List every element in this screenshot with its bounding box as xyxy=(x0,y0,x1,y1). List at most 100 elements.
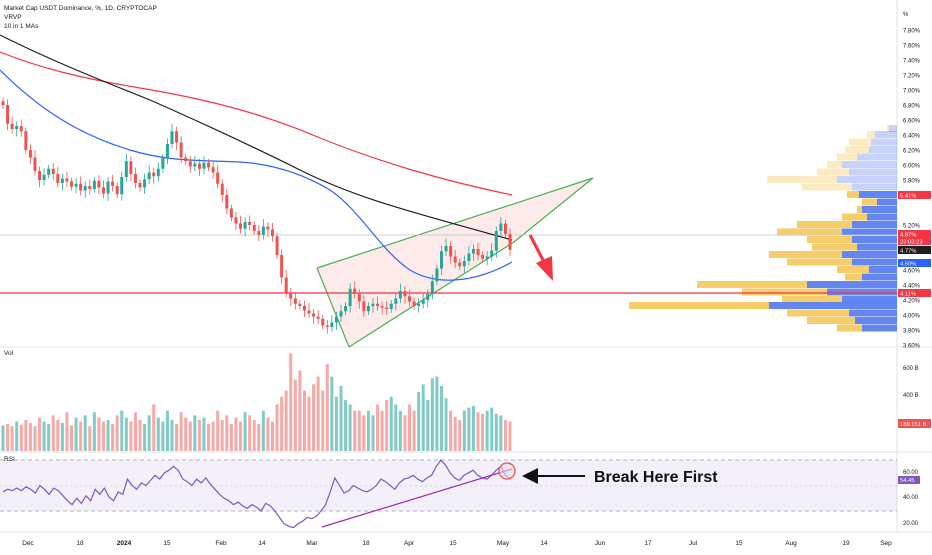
sma100-line xyxy=(0,34,513,241)
volume-bar xyxy=(334,396,338,451)
time-axis: Dec 18 2024 15 Feb 14 Mar 18 Apr 15 May 14 Jun 17 Jul 1… xyxy=(22,540,892,547)
volume-bar xyxy=(444,398,448,451)
candlestick-series xyxy=(1,97,512,334)
price-tick-label: 6.20% xyxy=(903,149,921,155)
candle-body xyxy=(38,171,42,180)
time-tick-label: 15 xyxy=(449,540,457,547)
candle-body xyxy=(490,250,494,257)
volume-profile-up-bar xyxy=(812,243,857,251)
volume-bar xyxy=(293,379,297,451)
volume-bar xyxy=(344,399,348,451)
volume-bar xyxy=(211,421,215,451)
candle-body xyxy=(348,288,352,306)
volume-bar xyxy=(239,421,243,451)
price-tick-label: 4.40% xyxy=(903,284,921,290)
volume-profile-down-bar xyxy=(842,161,897,168)
volume-profile-down-bar xyxy=(859,191,897,198)
wedge-left-line xyxy=(316,267,350,348)
volume-bar xyxy=(19,424,23,451)
volume-profile-down-bar xyxy=(857,153,897,161)
candle-body xyxy=(225,195,229,209)
volume-profile-down-bar xyxy=(852,258,897,266)
candle-body xyxy=(485,256,489,259)
candle-body xyxy=(234,217,238,224)
candle-body xyxy=(389,303,393,309)
volume-bar xyxy=(220,420,224,451)
volume-bar xyxy=(124,417,128,451)
volume-bar xyxy=(197,420,201,451)
candle-body xyxy=(270,229,274,237)
price-label-bg xyxy=(898,259,931,267)
volume-bar xyxy=(435,376,439,451)
price-tick-label: 5.20% xyxy=(903,224,921,230)
volume-bar xyxy=(321,390,325,451)
volume-bar xyxy=(270,421,274,451)
price-tick-label: % xyxy=(903,12,909,18)
candle-body xyxy=(42,174,46,180)
candle-body xyxy=(133,174,137,183)
candle-body xyxy=(334,316,338,323)
volume-profile-down-bar xyxy=(842,296,897,303)
volume-bar xyxy=(188,421,192,451)
volume-profile-down-bar xyxy=(837,176,897,183)
volume-bar xyxy=(248,415,252,451)
volume-bar xyxy=(453,416,457,451)
volume-profile-down-bar xyxy=(827,288,897,296)
volume-bar xyxy=(508,421,512,451)
candle-body xyxy=(88,186,92,189)
price-tick-label: 4.20% xyxy=(903,299,921,305)
wedge-lower-line xyxy=(348,241,515,348)
candle-body xyxy=(193,163,197,167)
price-tick-label: 6.00% xyxy=(903,164,921,170)
volume-profile-up-bar xyxy=(887,125,889,132)
candle-body xyxy=(325,325,329,327)
volume-profile-down-bar xyxy=(857,243,897,251)
volume-profile-up-bar xyxy=(827,161,842,168)
volume-bar xyxy=(79,421,83,451)
volume-profile-up-bar xyxy=(787,258,852,266)
volume-bar xyxy=(243,412,247,451)
volume-profile-down-bar xyxy=(769,302,897,309)
candle-body xyxy=(24,131,28,150)
volume-profile-down-bar xyxy=(849,309,897,317)
volume-profile-down-bar xyxy=(871,138,897,146)
volume-bar xyxy=(385,399,389,451)
candle-body xyxy=(275,236,279,255)
volume-bar xyxy=(184,417,188,451)
volume-profile-down-bar xyxy=(875,131,897,138)
price-tick-label: 7.00% xyxy=(903,89,921,95)
volume-bar xyxy=(38,417,42,451)
volume-bar xyxy=(92,412,96,451)
volume-bar xyxy=(88,426,92,451)
volume-profile-up-bar xyxy=(845,146,869,153)
candle-body xyxy=(289,292,293,299)
candle-body xyxy=(307,310,311,314)
rsi-tick-label: 40.00 xyxy=(903,495,919,501)
volume-bar xyxy=(101,421,105,451)
volume-last-label-bg xyxy=(898,419,931,428)
volume-profile-up-bar xyxy=(807,236,852,243)
candle-body xyxy=(248,222,252,225)
time-tick-label: Dec xyxy=(22,540,34,547)
rsi-tick-label: 20.00 xyxy=(903,521,919,527)
candle-body xyxy=(97,180,101,188)
candle-body xyxy=(15,126,19,129)
price-label-text: 23:03:23 xyxy=(900,240,923,246)
volume-bar xyxy=(371,415,375,451)
volume-profile-down-bar xyxy=(862,324,897,332)
candle-body xyxy=(467,253,471,261)
candle-body xyxy=(79,183,83,191)
time-tick-label: 15 xyxy=(163,540,171,547)
volume-bar xyxy=(339,385,343,451)
volume-bar xyxy=(6,423,10,451)
price-tick-label: 5.80% xyxy=(903,179,921,185)
candle-body xyxy=(65,178,69,182)
volume-bar xyxy=(449,410,453,451)
volume-bar xyxy=(56,420,60,451)
volume-bar xyxy=(120,410,124,451)
volume-profile xyxy=(629,125,897,332)
candle-body xyxy=(476,249,480,255)
candle-body xyxy=(1,101,5,105)
candle-body xyxy=(499,223,503,231)
volume-bar xyxy=(307,396,311,451)
